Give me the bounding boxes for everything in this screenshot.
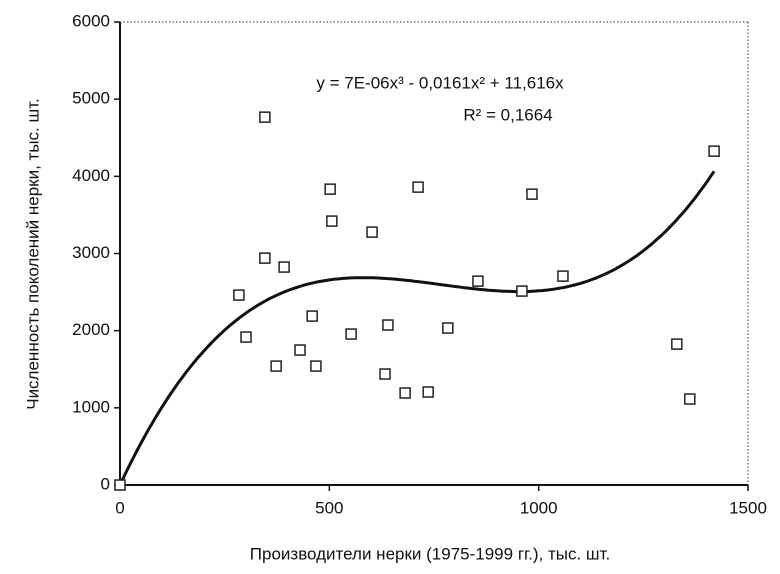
marker [708, 145, 720, 157]
y-tick-label: 2000 [72, 320, 110, 339]
marker [345, 328, 357, 340]
marker [472, 275, 484, 287]
x-tick-label: 1000 [520, 498, 558, 517]
marker [240, 331, 252, 343]
marker [516, 285, 528, 297]
marker [557, 270, 569, 282]
marker [310, 360, 322, 372]
y-tick-label: 5000 [72, 89, 110, 108]
marker [379, 368, 391, 380]
marker [412, 181, 424, 193]
marker [684, 393, 696, 405]
marker [671, 338, 683, 350]
marker [382, 319, 394, 331]
trendline [118, 170, 716, 486]
marker [326, 215, 338, 227]
y-tick-label: 1000 [72, 397, 110, 416]
marker [259, 111, 271, 123]
x-tick-label: 500 [315, 498, 343, 517]
x-tick-label: 0 [115, 498, 124, 517]
marker [366, 226, 378, 238]
x-tick-label: 1500 [729, 498, 767, 517]
x-axis-label: Производители нерки (1975-1999 гг.), тыс… [250, 544, 610, 563]
marker [233, 289, 245, 301]
marker [294, 344, 306, 356]
marker [278, 261, 290, 273]
marker [270, 360, 282, 372]
marker [526, 188, 538, 200]
marker [422, 386, 434, 398]
y-tick-label: 4000 [72, 166, 110, 185]
marker [324, 183, 336, 195]
marker [259, 252, 271, 264]
y-tick-label: 0 [101, 474, 110, 493]
trend-equation: y = 7E-06x³ - 0,0161x² + 11,616x [316, 73, 564, 92]
marker [442, 322, 454, 334]
marker [306, 310, 318, 322]
marker [114, 479, 126, 491]
marker [399, 387, 411, 399]
y-tick-label: 6000 [72, 11, 110, 30]
trend-r2: R² = 0,1664 [463, 105, 552, 124]
y-axis-label: Численность поколений нерки, тыс. шт. [23, 98, 42, 410]
y-tick-label: 3000 [72, 243, 110, 262]
